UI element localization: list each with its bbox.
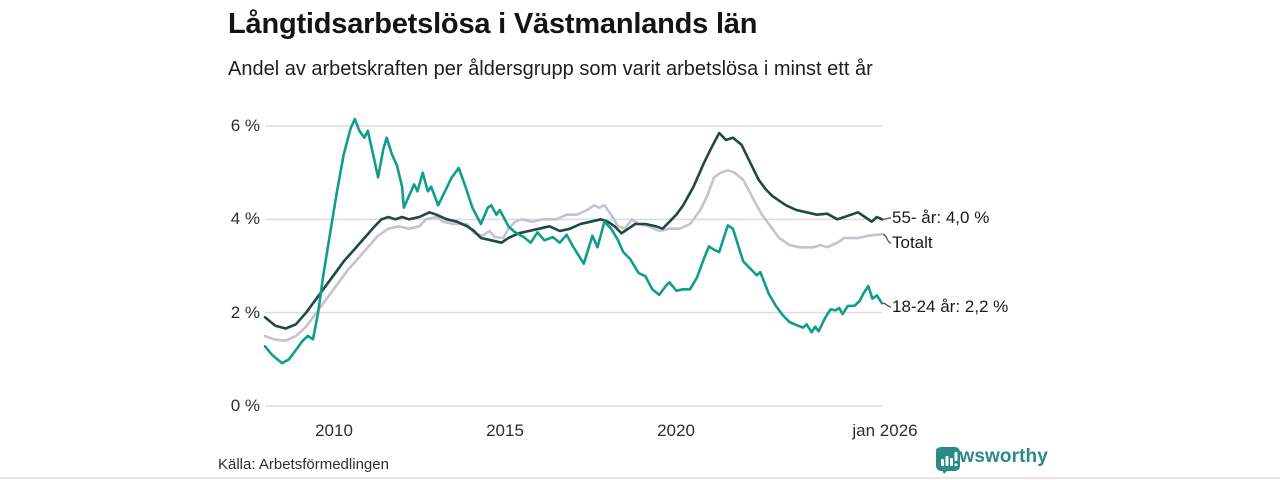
series-line-18-24år [263, 117, 884, 365]
chart-title: Långtidsarbetslösa i Västmanlands län [228, 8, 758, 40]
x-axis-tick-2010: 2010 [315, 421, 353, 440]
x-axis-tick-2020: 2020 [657, 421, 695, 440]
series-end-label-totalt: Totalt [892, 233, 933, 252]
y-axis-tick-4: 4 % [230, 209, 260, 228]
newsworthy-logo-icon [936, 447, 960, 474]
series-line-55-år [263, 131, 884, 330]
series-end-label-18-24: 18-24 år: 2,2 % [892, 297, 1009, 316]
source-note: Källa: Arbetsförmedlingen [218, 456, 389, 473]
x-axis-tick-2015: 2015 [486, 421, 524, 440]
bottom-divider [0, 477, 1280, 479]
brand-lockup: Newsworthy [935, 446, 1048, 474]
y-axis-tick-2: 2 % [230, 303, 260, 322]
y-axis-tick-0: 0 % [230, 396, 260, 415]
label-connector-55-år [882, 217, 892, 220]
label-connector-18-24år [882, 302, 892, 308]
x-axis-tick-jan-2026: jan 2026 [852, 421, 918, 440]
y-axis-tick-6: 6 % [230, 116, 260, 135]
series-end-label-55: 55- år: 4,0 % [892, 208, 990, 227]
brand-name: Newsworthy [935, 446, 1048, 467]
series-line-Totalt [263, 169, 884, 343]
chart-subtitle: Andel av arbetskraften per åldersgrupp s… [228, 58, 873, 80]
label-connector-Totalt [882, 233, 892, 244]
